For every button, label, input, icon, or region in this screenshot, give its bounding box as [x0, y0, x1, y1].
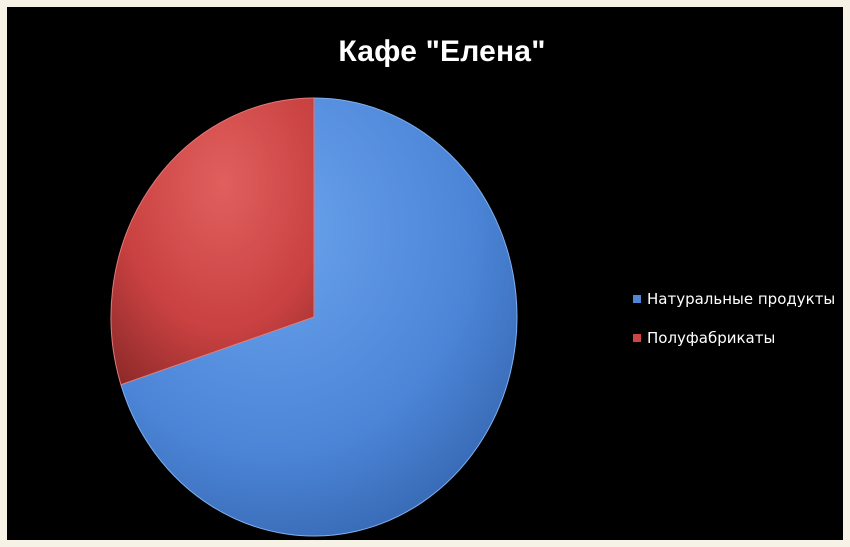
- legend-item: Натуральные продукты: [633, 288, 835, 310]
- legend-swatch-1: [633, 334, 641, 342]
- chart-frame: Кафе "Елена" Натуральные продукты Полуфа…: [7, 7, 843, 540]
- legend-label: Полуфабрикаты: [647, 329, 776, 347]
- legend-swatch-0: [633, 295, 641, 303]
- chart-title: Кафе "Елена": [338, 35, 546, 68]
- pie-slice-0: [120, 97, 518, 537]
- pie-chart: [110, 97, 518, 537]
- legend: Натуральные продукты Полуфабрикаты: [633, 288, 835, 366]
- legend-label: Натуральные продукты: [647, 290, 836, 308]
- pie-slice-1: [110, 97, 315, 386]
- legend-item: Полуфабрикаты: [633, 327, 835, 349]
